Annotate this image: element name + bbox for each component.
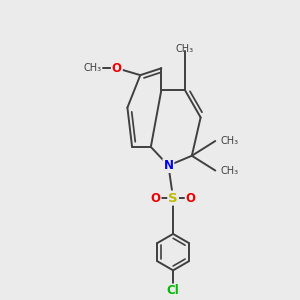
Text: O: O xyxy=(151,192,160,205)
Text: O: O xyxy=(112,62,122,75)
Text: CH₃: CH₃ xyxy=(220,136,238,146)
Text: CH₃: CH₃ xyxy=(176,44,194,54)
Text: O: O xyxy=(186,192,196,205)
Text: Cl: Cl xyxy=(167,284,179,297)
Text: CH₃: CH₃ xyxy=(83,63,101,73)
Text: S: S xyxy=(168,192,178,205)
Text: CH₃: CH₃ xyxy=(220,166,238,176)
Text: N: N xyxy=(164,159,173,172)
